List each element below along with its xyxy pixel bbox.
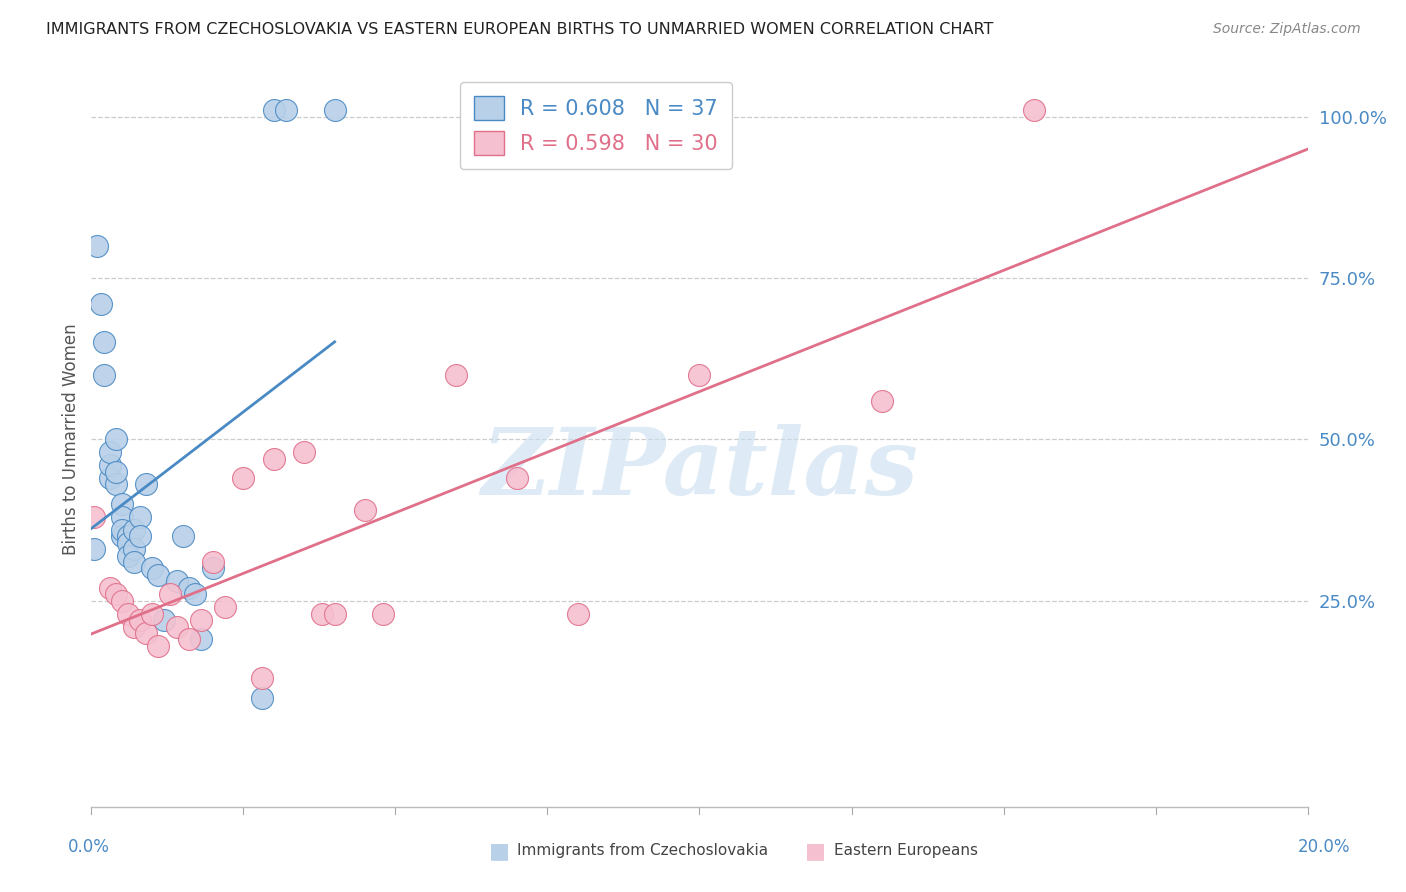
- Text: ZIPatlas: ZIPatlas: [481, 424, 918, 514]
- Point: [98, 581, 121, 595]
- Point: [89, 297, 111, 311]
- Point: [373, 607, 395, 621]
- Point: [263, 103, 285, 117]
- Point: [104, 587, 127, 601]
- Point: [870, 393, 893, 408]
- Point: [444, 368, 467, 382]
- Point: [274, 103, 297, 117]
- Point: [122, 542, 145, 557]
- Point: [506, 471, 529, 485]
- Point: [214, 600, 236, 615]
- Point: [190, 613, 212, 627]
- Point: [135, 626, 157, 640]
- Point: [104, 477, 127, 491]
- Point: [141, 607, 163, 621]
- Point: [111, 523, 134, 537]
- Point: [122, 619, 145, 633]
- Point: [93, 368, 115, 382]
- Point: [93, 335, 115, 350]
- Text: IMMIGRANTS FROM CZECHOSLOVAKIA VS EASTERN EUROPEAN BIRTHS TO UNMARRIED WOMEN COR: IMMIGRANTS FROM CZECHOSLOVAKIA VS EASTER…: [46, 22, 994, 37]
- Legend: R = 0.608   N = 37, R = 0.598   N = 30: R = 0.608 N = 37, R = 0.598 N = 30: [460, 82, 733, 169]
- Point: [104, 433, 127, 447]
- Point: [111, 497, 134, 511]
- Point: [148, 639, 170, 653]
- Text: Source: ZipAtlas.com: Source: ZipAtlas.com: [1213, 22, 1361, 37]
- Point: [104, 465, 127, 479]
- Point: [117, 607, 139, 621]
- Point: [250, 671, 273, 685]
- Point: [202, 555, 225, 569]
- Text: ■: ■: [489, 841, 509, 861]
- Point: [159, 587, 181, 601]
- Point: [166, 619, 188, 633]
- Point: [263, 451, 285, 466]
- Point: [323, 607, 346, 621]
- Point: [166, 574, 188, 589]
- Point: [202, 561, 225, 575]
- Point: [135, 477, 157, 491]
- Point: [98, 471, 121, 485]
- Point: [323, 103, 346, 117]
- Point: [688, 368, 710, 382]
- Point: [153, 613, 176, 627]
- Point: [190, 632, 212, 647]
- Point: [172, 529, 194, 543]
- Point: [184, 587, 207, 601]
- Point: [111, 509, 134, 524]
- Point: [1022, 103, 1045, 117]
- Text: Eastern Europeans: Eastern Europeans: [834, 843, 977, 858]
- Point: [83, 509, 105, 524]
- Point: [129, 509, 152, 524]
- Point: [250, 690, 273, 705]
- Point: [117, 549, 139, 563]
- Point: [129, 613, 152, 627]
- Point: [122, 523, 145, 537]
- Point: [98, 445, 121, 459]
- Point: [111, 593, 134, 607]
- Y-axis label: Births to Unmarried Women: Births to Unmarried Women: [62, 324, 80, 555]
- Text: ■: ■: [806, 841, 825, 861]
- Point: [141, 561, 163, 575]
- Point: [83, 542, 105, 557]
- Point: [117, 535, 139, 549]
- Point: [86, 238, 108, 252]
- Point: [232, 471, 254, 485]
- Point: [122, 555, 145, 569]
- Point: [98, 458, 121, 472]
- Point: [111, 529, 134, 543]
- Text: Immigrants from Czechoslovakia: Immigrants from Czechoslovakia: [517, 843, 769, 858]
- Text: 20.0%: 20.0%: [1298, 838, 1350, 856]
- Point: [311, 607, 333, 621]
- Point: [292, 445, 315, 459]
- Text: 0.0%: 0.0%: [67, 838, 110, 856]
- Point: [177, 632, 200, 647]
- Point: [354, 503, 377, 517]
- Point: [148, 567, 170, 582]
- Point: [129, 529, 152, 543]
- Point: [117, 529, 139, 543]
- Point: [177, 581, 200, 595]
- Point: [567, 607, 589, 621]
